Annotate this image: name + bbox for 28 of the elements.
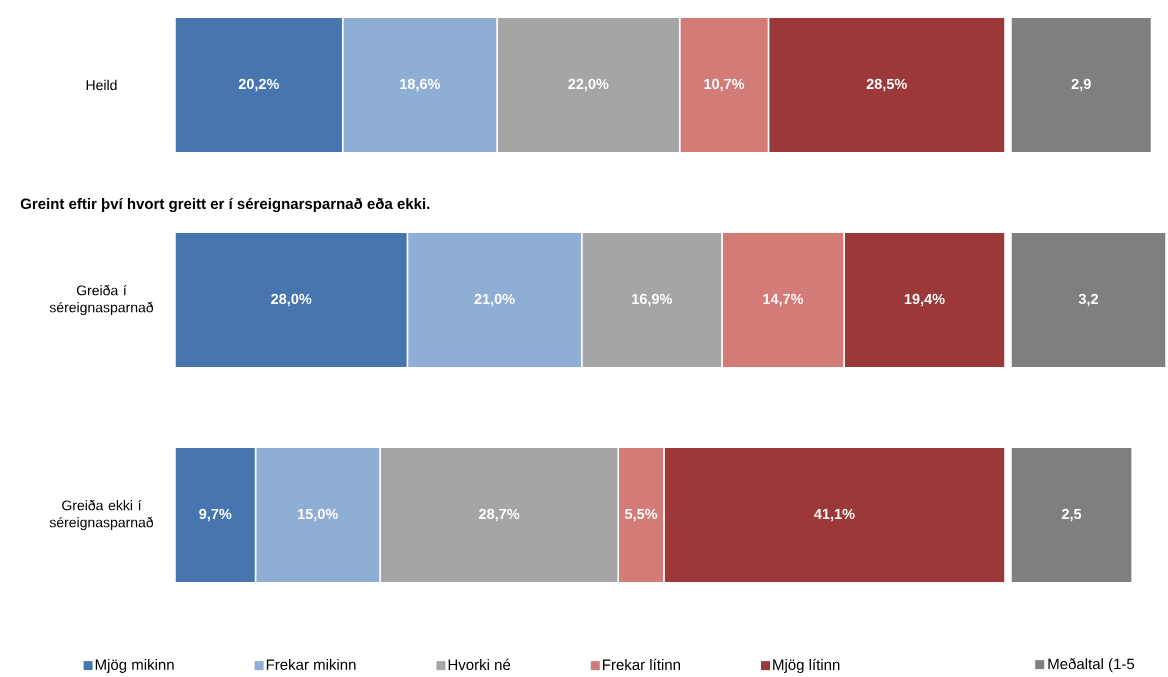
legend-label: Frekar mikinn [266, 658, 356, 670]
data-label: 21,0% [474, 293, 515, 307]
data-label: 14,7% [763, 293, 804, 307]
data-label: 20,2% [238, 78, 280, 92]
y-tick-label: Greiða í séreignasparnað [49, 284, 154, 316]
text: Meðaltal (1-5 [1048, 658, 1135, 673]
data-label: 28,7% [479, 508, 520, 522]
data-label: 10,7% [704, 78, 745, 92]
data-label: 19,4% [904, 293, 945, 307]
legend-label: Mjög lítinn [773, 658, 840, 673]
data-label: 2,9 [1071, 78, 1091, 92]
data-label: 22,0% [568, 78, 609, 92]
data-label: 9,7% [199, 508, 232, 522]
y-tick-label: Greiða ekki í séreignasparnað [49, 499, 154, 531]
data-label: 2,5 [1061, 508, 1082, 522]
data-label: 16,9% [632, 293, 673, 307]
data-label: 15,0% [298, 508, 338, 522]
data-label: 41,1% [814, 508, 855, 522]
legend-label: Frekar lítinn [603, 658, 681, 671]
data-label: 18,6% [400, 78, 441, 92]
text: Greint eftir því hvort greitt er í séreignarsparnað eða ekki. [20, 197, 430, 213]
data-label: 28,0% [271, 293, 312, 307]
data-label: 3,2 [1078, 293, 1098, 307]
data-label: 5,5% [624, 508, 658, 522]
legend-label: Mjög mikinn [95, 658, 174, 673]
data-label: 28,5% [866, 78, 907, 92]
legend-label: Hvorki né [448, 658, 511, 671]
y-tick-label: Heild [86, 79, 117, 91]
